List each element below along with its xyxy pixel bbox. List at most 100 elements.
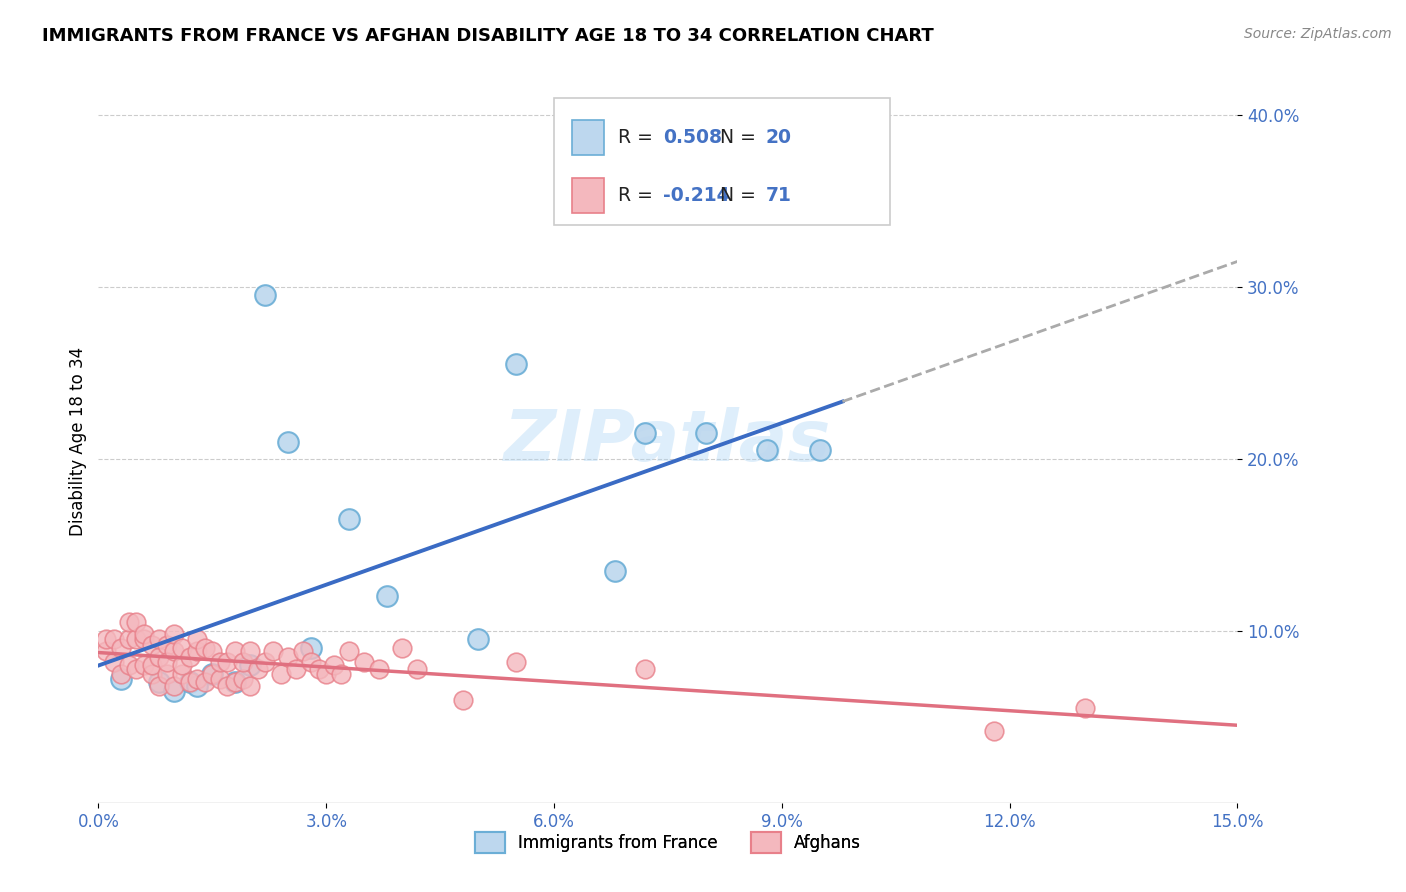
Point — [217, 679, 239, 693]
Text: -0.214: -0.214 — [664, 186, 730, 205]
Point — [299, 640, 322, 655]
Point — [330, 666, 353, 681]
Text: R =: R = — [617, 186, 658, 205]
Point — [254, 655, 277, 669]
Point — [208, 672, 231, 686]
Point — [170, 658, 193, 673]
Point — [232, 672, 254, 686]
Text: N =: N = — [720, 186, 762, 205]
Point — [118, 632, 141, 647]
Text: R =: R = — [617, 128, 658, 147]
Text: ZIPatlas: ZIPatlas — [505, 407, 831, 476]
Point — [125, 615, 148, 630]
Text: 0.508: 0.508 — [664, 128, 723, 147]
Point — [118, 658, 141, 673]
Point — [284, 662, 307, 676]
Point — [156, 638, 179, 652]
Point — [94, 632, 117, 647]
Point — [103, 632, 125, 647]
Point — [156, 655, 179, 669]
Point — [254, 288, 277, 302]
Text: Source: ZipAtlas.com: Source: ZipAtlas.com — [1244, 27, 1392, 41]
Point — [239, 679, 262, 693]
Point — [375, 590, 398, 604]
Point — [170, 640, 193, 655]
Point — [755, 443, 778, 458]
Point — [110, 672, 132, 686]
Point — [239, 658, 262, 673]
Point — [299, 655, 322, 669]
Point — [634, 425, 657, 440]
Point — [170, 666, 193, 681]
Y-axis label: Disability Age 18 to 34: Disability Age 18 to 34 — [69, 347, 87, 536]
Point — [132, 658, 155, 673]
Point — [808, 443, 831, 458]
Point — [194, 640, 217, 655]
Point — [148, 675, 170, 690]
Point — [163, 679, 186, 693]
Point — [322, 658, 344, 673]
Point — [186, 632, 208, 647]
Point — [315, 666, 337, 681]
FancyBboxPatch shape — [554, 98, 890, 225]
Point — [148, 632, 170, 647]
Point — [125, 662, 148, 676]
Point — [148, 649, 170, 664]
Point — [194, 675, 217, 690]
Point — [148, 679, 170, 693]
Point — [277, 434, 299, 449]
Point — [337, 644, 360, 658]
FancyBboxPatch shape — [572, 120, 605, 155]
Point — [224, 675, 246, 690]
Point — [132, 632, 155, 647]
Point — [368, 662, 391, 676]
Legend: Immigrants from France, Afghans: Immigrants from France, Afghans — [468, 826, 868, 860]
Point — [246, 662, 269, 676]
Point — [277, 649, 299, 664]
Point — [179, 675, 201, 690]
Point — [125, 632, 148, 647]
Point — [163, 644, 186, 658]
Point — [232, 655, 254, 669]
Point — [262, 644, 284, 658]
Point — [353, 655, 375, 669]
Point — [141, 638, 163, 652]
Point — [603, 564, 626, 578]
Point — [695, 425, 717, 440]
Point — [224, 644, 246, 658]
Point — [163, 684, 186, 698]
Point — [634, 662, 657, 676]
Point — [103, 655, 125, 669]
Point — [208, 655, 231, 669]
Point — [217, 655, 239, 669]
Text: N =: N = — [720, 128, 762, 147]
Point — [186, 644, 208, 658]
Point — [505, 357, 527, 371]
Point — [451, 692, 474, 706]
Point — [156, 666, 179, 681]
Point — [224, 675, 246, 690]
Point — [94, 644, 117, 658]
Text: 20: 20 — [766, 128, 792, 147]
Point — [132, 627, 155, 641]
Point — [201, 666, 224, 681]
Text: IMMIGRANTS FROM FRANCE VS AFGHAN DISABILITY AGE 18 TO 34 CORRELATION CHART: IMMIGRANTS FROM FRANCE VS AFGHAN DISABIL… — [42, 27, 934, 45]
FancyBboxPatch shape — [572, 178, 605, 213]
Point — [179, 675, 201, 690]
Point — [239, 644, 262, 658]
Point — [186, 679, 208, 693]
Point — [163, 627, 186, 641]
Point — [141, 666, 163, 681]
Point — [141, 658, 163, 673]
Point — [308, 662, 330, 676]
Point — [292, 644, 315, 658]
Point — [467, 632, 489, 647]
Point — [118, 615, 141, 630]
Point — [391, 640, 413, 655]
Point — [983, 723, 1005, 738]
Point — [337, 512, 360, 526]
Text: 71: 71 — [766, 186, 792, 205]
Point — [186, 672, 208, 686]
Point — [201, 666, 224, 681]
Point — [110, 640, 132, 655]
